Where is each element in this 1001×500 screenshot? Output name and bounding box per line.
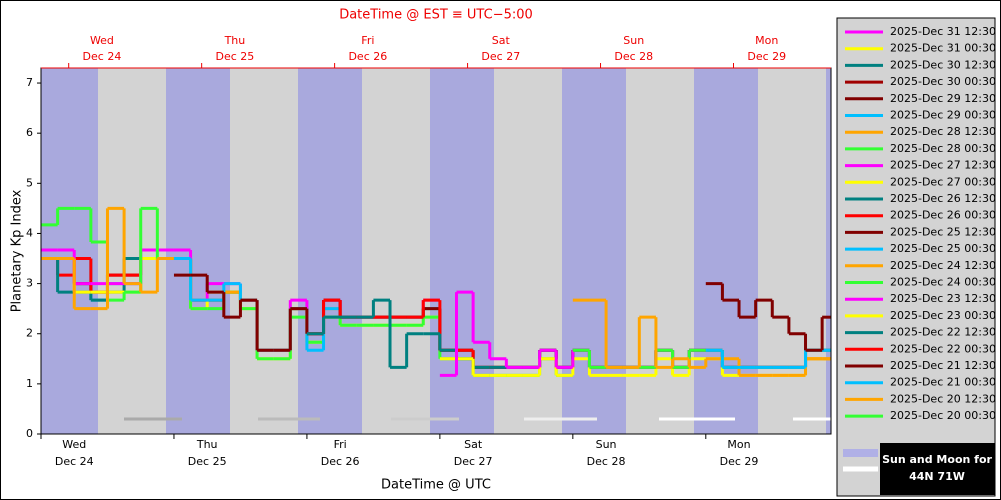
x-tick-label: Wed	[62, 438, 86, 451]
y-tick-label: 0	[26, 427, 33, 440]
legend-label: 2025-Dec 23 00:30	[890, 309, 996, 322]
legend-label: 2025-Dec 26 12:30	[890, 192, 996, 205]
location-box	[880, 443, 995, 495]
x-tick-label: Sun	[596, 438, 617, 451]
legend-label: 2025-Dec 27 00:30	[890, 175, 996, 188]
legend-label: 2025-Dec 26 00:30	[890, 209, 996, 222]
x2-tick-date: Dec 25	[216, 50, 255, 63]
x-tick-date: Dec 24	[55, 455, 94, 468]
y-tick-label: 3	[26, 277, 33, 290]
legend-label: 2025-Dec 30 12:30	[890, 58, 996, 71]
x-axis-label: DateTime @ UTC	[381, 478, 491, 493]
legend-label: 2025-Dec 28 00:30	[890, 142, 996, 155]
legend-label: 2025-Dec 30 00:30	[890, 75, 996, 88]
legend-label: 2025-Dec 28 12:30	[890, 125, 996, 138]
y-tick-label: 7	[26, 76, 33, 89]
x2-tick-label: Sun	[623, 34, 644, 47]
x-tick-date: Dec 27	[454, 455, 493, 468]
legend-label: 2025-Dec 25 12:30	[890, 225, 996, 238]
legend-label: 2025-Dec 27 12:30	[890, 159, 996, 172]
location-text: Sun and Moon for	[882, 453, 992, 466]
x2-tick-date: Dec 27	[481, 50, 520, 63]
legend-label: 2025-Dec 22 00:30	[890, 342, 996, 355]
y-tick-label: 4	[26, 226, 33, 239]
legend-label: 2025-Dec 31 12:30	[890, 25, 996, 38]
night-band	[430, 68, 494, 434]
series	[572, 298, 831, 377]
night-band	[298, 68, 362, 434]
marks	[41, 206, 831, 377]
x-tick-date: Dec 25	[188, 455, 227, 468]
chart-title: DateTime @ EST ≡ UTC−5:00	[339, 8, 533, 23]
legend-label: 2025-Dec 21 00:30	[890, 376, 996, 389]
x-tick-label: Mon	[727, 438, 750, 451]
night-band	[826, 68, 831, 434]
legend-label: 2025-Dec 31 00:30	[890, 42, 996, 55]
legend-label: 2025-Dec 21 12:30	[890, 359, 996, 372]
legend-label: 2025-Dec 22 12:30	[890, 326, 996, 339]
y-tick-label: 2	[26, 327, 33, 340]
legend-label: 2025-Dec 20 00:30	[890, 409, 996, 422]
legend-label: 2025-Dec 29 12:30	[890, 92, 996, 105]
y-tick-label: 6	[26, 126, 33, 139]
y-axis-label: Planetary Kp Index	[10, 189, 25, 312]
location-text: 44N 71W	[909, 470, 965, 483]
x-tick-label: Sat	[464, 438, 483, 451]
x-tick-date: Dec 29	[720, 455, 759, 468]
x2-tick-label: Sat	[492, 34, 511, 47]
night-band	[562, 68, 626, 434]
x2-tick-label: Wed	[90, 34, 114, 47]
x-tick-date: Dec 26	[321, 455, 360, 468]
x2-tick-date: Dec 24	[83, 50, 122, 63]
night-band	[694, 68, 758, 434]
x2-tick-date: Dec 29	[747, 50, 786, 63]
y-tick-label: 5	[26, 176, 33, 189]
x2-tick-label: Mon	[755, 34, 778, 47]
legend-label: 2025-Dec 20 12:30	[890, 392, 996, 405]
x-tick-label: Fri	[334, 438, 347, 451]
x-tick-date: Dec 28	[587, 455, 626, 468]
x2-tick-date: Dec 28	[614, 50, 653, 63]
x2-tick-label: Fri	[361, 34, 374, 47]
night-bands	[41, 68, 831, 434]
legend-label: 2025-Dec 29 00:30	[890, 109, 996, 122]
y-tick-label: 1	[26, 377, 33, 390]
legend-box	[836, 17, 996, 497]
legend-label: 2025-Dec 23 12:30	[890, 292, 996, 305]
x-tick-label: Thu	[196, 438, 218, 451]
legend-label: 2025-Dec 24 00:30	[890, 276, 996, 289]
legend-label: 2025-Dec 24 12:30	[890, 259, 996, 272]
series	[705, 282, 831, 352]
x2-tick-date: Dec 26	[348, 50, 387, 63]
x2-tick-label: Thu	[224, 34, 246, 47]
legend-label: 2025-Dec 25 00:30	[890, 242, 996, 255]
